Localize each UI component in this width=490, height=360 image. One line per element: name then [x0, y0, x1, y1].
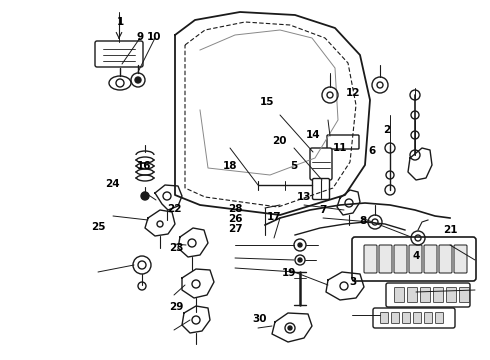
FancyBboxPatch shape [364, 245, 377, 273]
FancyBboxPatch shape [392, 312, 399, 324]
Text: 27: 27 [228, 224, 243, 234]
Text: 24: 24 [105, 179, 120, 189]
FancyBboxPatch shape [424, 245, 437, 273]
FancyBboxPatch shape [408, 288, 417, 302]
Text: 29: 29 [169, 302, 184, 312]
Text: 20: 20 [272, 136, 287, 146]
FancyBboxPatch shape [414, 312, 421, 324]
Text: 5: 5 [291, 161, 297, 171]
Text: 22: 22 [167, 204, 181, 214]
FancyBboxPatch shape [420, 288, 431, 302]
FancyBboxPatch shape [460, 288, 469, 302]
FancyBboxPatch shape [439, 245, 452, 273]
Text: 30: 30 [252, 314, 267, 324]
FancyBboxPatch shape [434, 288, 443, 302]
Text: 1: 1 [117, 17, 123, 27]
Circle shape [141, 192, 149, 200]
Text: 9: 9 [136, 32, 143, 42]
Circle shape [288, 326, 292, 330]
Text: 4: 4 [413, 251, 420, 261]
FancyBboxPatch shape [454, 245, 467, 273]
FancyBboxPatch shape [313, 179, 329, 199]
Text: 16: 16 [137, 161, 152, 171]
Text: 19: 19 [282, 267, 296, 278]
Text: 7: 7 [319, 204, 327, 215]
FancyBboxPatch shape [381, 312, 389, 324]
FancyBboxPatch shape [402, 312, 411, 324]
Text: 12: 12 [345, 88, 360, 98]
Text: 17: 17 [267, 212, 282, 222]
Text: 13: 13 [296, 192, 311, 202]
Text: 15: 15 [260, 96, 274, 107]
FancyBboxPatch shape [436, 312, 443, 324]
FancyBboxPatch shape [352, 237, 476, 281]
FancyBboxPatch shape [379, 245, 392, 273]
FancyBboxPatch shape [327, 135, 359, 149]
Circle shape [298, 243, 302, 247]
FancyBboxPatch shape [394, 245, 407, 273]
Text: 10: 10 [147, 32, 162, 42]
FancyBboxPatch shape [373, 308, 455, 328]
FancyBboxPatch shape [386, 283, 470, 307]
Text: 6: 6 [369, 146, 376, 156]
FancyBboxPatch shape [95, 41, 143, 67]
Text: 3: 3 [349, 276, 356, 287]
FancyBboxPatch shape [446, 288, 457, 302]
FancyBboxPatch shape [394, 288, 405, 302]
Text: 14: 14 [306, 130, 321, 140]
Circle shape [298, 258, 302, 262]
Circle shape [135, 77, 141, 83]
FancyBboxPatch shape [424, 312, 433, 324]
Text: 23: 23 [169, 243, 184, 253]
Text: 25: 25 [91, 222, 105, 232]
FancyBboxPatch shape [310, 148, 332, 180]
Text: 26: 26 [228, 214, 243, 224]
Text: 21: 21 [443, 225, 458, 235]
Text: 18: 18 [223, 161, 238, 171]
Text: 28: 28 [228, 204, 243, 214]
Text: 8: 8 [359, 216, 366, 226]
Text: 11: 11 [333, 143, 348, 153]
Text: 2: 2 [384, 125, 391, 135]
FancyBboxPatch shape [409, 245, 422, 273]
